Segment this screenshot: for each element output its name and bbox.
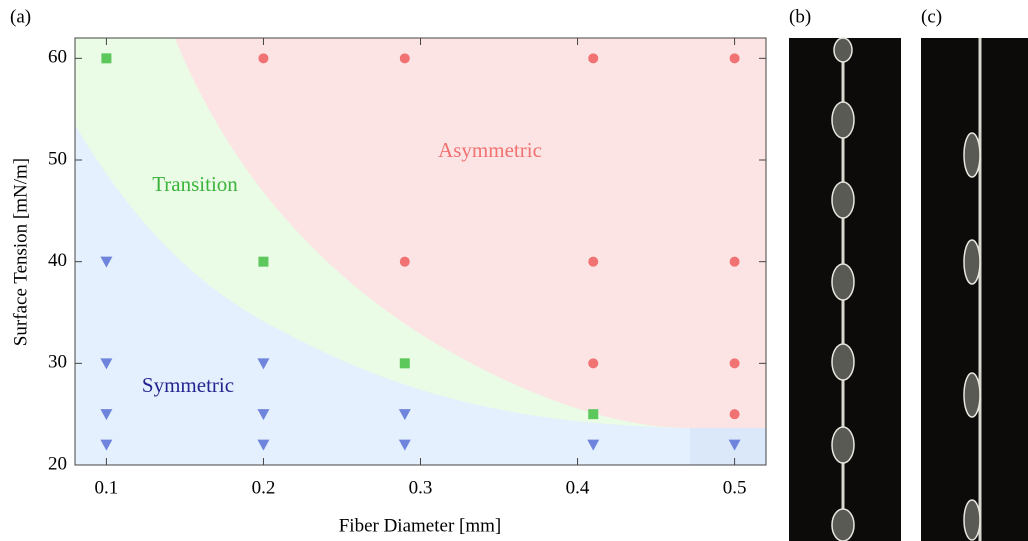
point: [729, 53, 740, 64]
x-tick-label: 0.5: [723, 477, 747, 498]
point: [588, 358, 599, 369]
marks: [100, 53, 741, 451]
point: [257, 358, 270, 370]
panel-label: (a): [10, 6, 31, 27]
x-axis-label: Fiber Diameter [mm]: [339, 515, 502, 536]
point: [100, 439, 113, 451]
x-tick-label: 0.2: [252, 477, 276, 498]
y-axis-label: Surface Tension [mN/m]: [10, 158, 31, 346]
y-tick-label: 60: [48, 47, 67, 68]
point: [100, 256, 113, 268]
point: [101, 53, 112, 64]
region-label: Asymmetric: [438, 138, 542, 162]
regions: [75, 38, 766, 465]
x-tick-label: 0.3: [409, 477, 433, 498]
x-tick-label: 0.4: [566, 477, 590, 498]
point: [100, 358, 113, 370]
region-label: Symmetric: [142, 373, 234, 397]
point: [258, 256, 269, 267]
point: [398, 439, 411, 451]
panel-label: (c): [921, 6, 942, 27]
y-tick-label: 40: [48, 250, 67, 271]
point: [398, 409, 411, 421]
point: [729, 358, 740, 369]
point: [257, 409, 270, 421]
y-tick-label: 30: [48, 352, 67, 373]
y-tick-label: 20: [48, 453, 67, 474]
symmetric-region: [75, 125, 766, 465]
point: [588, 53, 599, 64]
point: [588, 256, 599, 267]
region-corner: [690, 428, 766, 465]
beads-c: [963, 132, 981, 541]
point: [399, 358, 410, 369]
beads-b: [831, 37, 855, 541]
photo-c: [921, 38, 1028, 541]
x-tick-label: 0.1: [95, 477, 119, 498]
region-label: Transition: [152, 172, 238, 196]
y-tick-label: 50: [48, 148, 67, 169]
point: [588, 409, 599, 420]
point: [100, 409, 113, 421]
point: [257, 439, 270, 451]
point: [399, 256, 410, 267]
point: [587, 439, 600, 451]
panel-label: (b): [789, 6, 811, 27]
point: [399, 53, 410, 64]
point: [729, 409, 740, 420]
point: [728, 439, 741, 451]
point: [729, 256, 740, 267]
point: [258, 53, 269, 64]
